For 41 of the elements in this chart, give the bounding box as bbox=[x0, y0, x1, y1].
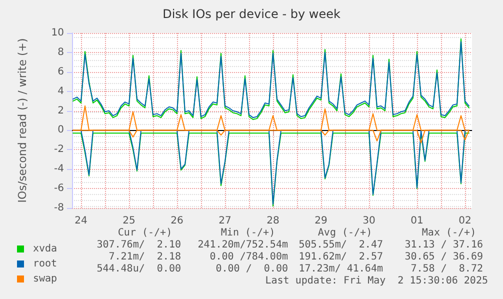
text: 7.58 / 8.72 bbox=[410, 264, 483, 274]
chart-title: Disk IOs per device - by week bbox=[162, 7, 340, 21]
x-tick-label: 30 bbox=[362, 216, 376, 226]
x-tick-label: 27 bbox=[218, 216, 232, 226]
y-axis-title: IOs/second read (-) / write (+) bbox=[16, 38, 29, 203]
x-tick-label: 01 bbox=[410, 216, 424, 226]
x-tick-label: 26 bbox=[170, 216, 184, 226]
x-tick-label: 24 bbox=[74, 216, 88, 226]
y-tick-label: -8 bbox=[54, 202, 64, 214]
text: 0.00 / 0.00 bbox=[216, 264, 288, 274]
y-tick-label: 8 bbox=[58, 46, 64, 58]
legend-label: xvda bbox=[33, 244, 58, 254]
text: 0.00 /784.00m bbox=[210, 252, 288, 262]
x-tick-label: 28 bbox=[266, 216, 280, 226]
text: 7.21m/ 2.18 bbox=[108, 252, 181, 262]
text: Min (-/+) bbox=[220, 228, 276, 238]
text: 191.62m/ 2.57 bbox=[298, 252, 383, 262]
y-tick-label: 2 bbox=[58, 105, 64, 116]
text: Cur (-/+) bbox=[118, 228, 172, 238]
text: Last update: Fri May 2 15:30:06 2025 bbox=[265, 276, 488, 286]
y-tick-label: 6 bbox=[58, 66, 64, 78]
y-tick-label: -4 bbox=[54, 164, 64, 175]
y-tick-label: 4 bbox=[58, 86, 64, 97]
text: Avg (-/+) bbox=[318, 228, 372, 238]
x-tick-label: 29 bbox=[314, 216, 328, 226]
text: 505.55m/ 2.47 bbox=[298, 240, 383, 250]
text: 241.20m/752.54m bbox=[198, 240, 288, 250]
text: 17.23m/ 41.64m bbox=[298, 264, 383, 274]
y-tick-label: -6 bbox=[54, 183, 64, 194]
text: Max (-/+) bbox=[422, 228, 476, 238]
y-tick-label: 0 bbox=[58, 124, 64, 136]
text: 544.48u/ 0.00 bbox=[96, 264, 181, 274]
text: 307.76m/ 2.10 bbox=[96, 240, 181, 250]
y-tick-label: -2 bbox=[54, 144, 64, 156]
legend-label: root bbox=[33, 258, 58, 270]
x-tick-label: 25 bbox=[122, 216, 136, 226]
text: 30.65 / 36.69 bbox=[404, 252, 483, 262]
legend-label: swap bbox=[33, 274, 58, 284]
y-tick-label: 10 bbox=[51, 28, 64, 38]
x-tick-label: 02 bbox=[458, 216, 472, 226]
text: 31.13 / 37.16 bbox=[404, 240, 483, 250]
